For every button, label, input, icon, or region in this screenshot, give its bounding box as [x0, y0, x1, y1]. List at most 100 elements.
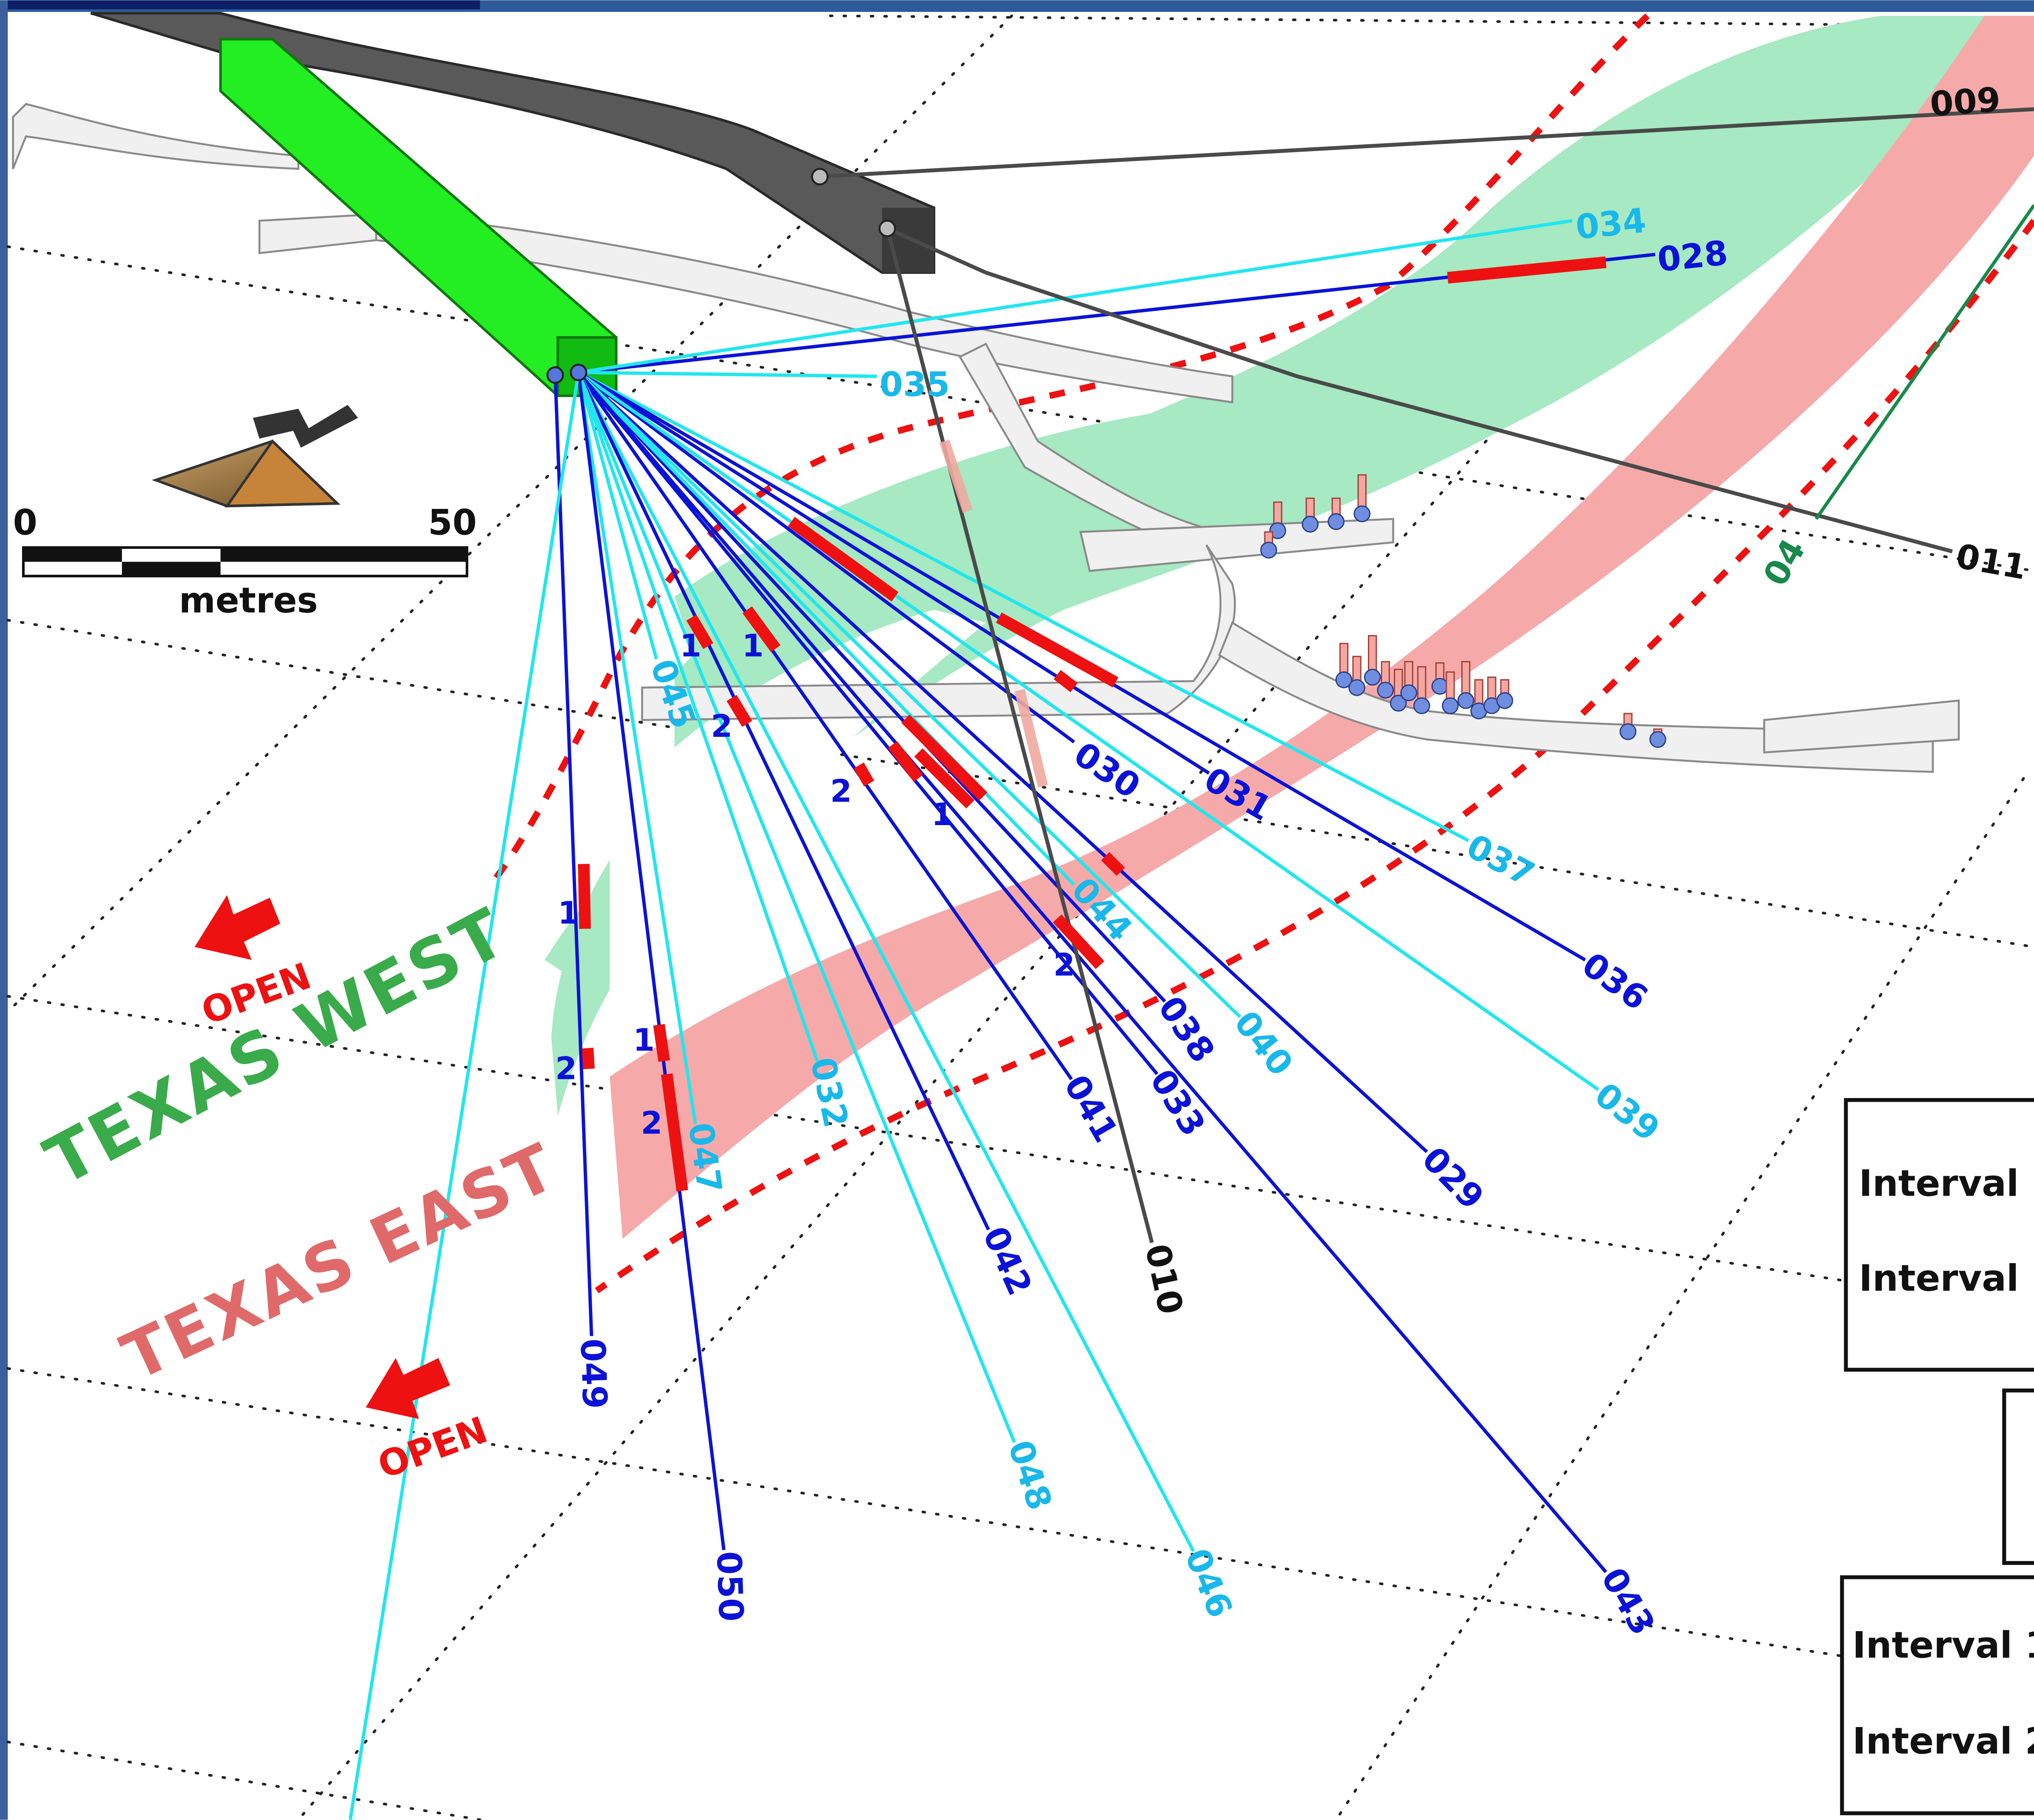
- north-letter-icon: [253, 404, 358, 448]
- intercept-bar: [742, 606, 781, 652]
- stope-pin-base: [1400, 684, 1418, 702]
- intercept-bar: [996, 612, 1119, 688]
- collar-marker: [878, 219, 896, 237]
- drill-hole-010: [885, 228, 1154, 1243]
- intercept-label: 1: [931, 797, 953, 833]
- intercept-bar: [726, 695, 752, 727]
- stope-pins: [1260, 474, 1666, 748]
- scale-bar: 0 50 metres: [13, 502, 477, 621]
- west-boundary-line: [490, 13, 1650, 884]
- stope-pin-base: [1364, 668, 1381, 686]
- stub-drift: [258, 213, 377, 254]
- intercept-bar: [578, 864, 591, 929]
- intercept-bar: [653, 1024, 670, 1062]
- intercept-label: 1: [558, 895, 580, 931]
- stope-pin-base: [1496, 692, 1514, 709]
- stope-pin: [1474, 679, 1483, 707]
- stope-pin-base: [1335, 671, 1353, 688]
- upper-crosscut: [1079, 518, 1394, 572]
- scale-start-label: 0: [13, 502, 37, 543]
- drill-hole-04: [1815, 204, 2034, 520]
- texas-east-label: TEXAS EAST: [111, 1129, 568, 1396]
- drill-hole-009: [819, 107, 2034, 179]
- collar-marker: [811, 168, 829, 185]
- intercept-bar: [1014, 689, 1048, 788]
- intercept-labels: 1 1 2 2 1 2 1 2 1 2: [555, 628, 1075, 1141]
- stope-pin: [1357, 474, 1367, 509]
- drill-hole-034: [578, 219, 1573, 374]
- drill-hole-038: [577, 371, 1166, 1003]
- west-drift: [12, 103, 300, 170]
- stope-pin: [1461, 661, 1471, 696]
- zone-boundaries: [490, 13, 2034, 1294]
- top-frame-tab: [8, 0, 480, 9]
- legend-row: Interval 2: [1852, 1721, 2034, 1763]
- intercept-bar: [661, 1073, 688, 1192]
- intercept-label: 2: [555, 1051, 577, 1087]
- intercept-bar: [582, 1048, 595, 1070]
- intercept-bar: [1101, 852, 1125, 876]
- intercept-label: 1: [742, 628, 764, 664]
- grid-lines: [6, 14, 2034, 1820]
- drill-hole-044: [577, 371, 1075, 886]
- intercept-bar: [686, 614, 714, 649]
- drill-hole-046: [577, 371, 1195, 1552]
- drill-hole-050: [577, 372, 726, 1550]
- stope-pin-base: [1442, 697, 1459, 714]
- main-drift: [375, 213, 1234, 404]
- collar-marker: [546, 366, 564, 384]
- scale-seg: [122, 562, 221, 576]
- stope-pin-base: [1431, 678, 1449, 695]
- intercept-bar: [1053, 914, 1105, 969]
- drill-hole-032: [577, 372, 819, 1062]
- grid-line: [6, 619, 2034, 949]
- stope-pin-base: [1457, 692, 1474, 709]
- stope-pin-base: [1269, 522, 1286, 539]
- hole-label-036: 036: [1575, 945, 1655, 1018]
- open-marker-lower: OPEN: [366, 1358, 493, 1487]
- grid-line: [297, 388, 1532, 1820]
- intercept-label: 2: [641, 1105, 662, 1141]
- legend-box-1: Interval 1 Interval 2: [1844, 1098, 2034, 1372]
- intercept-bar: [901, 714, 987, 801]
- stope-pin-base: [1377, 682, 1394, 699]
- intercept-bar: [1447, 256, 1607, 284]
- intercept-bar: [788, 517, 899, 602]
- stope-pin: [1446, 671, 1455, 702]
- collar-marker: [570, 363, 588, 382]
- drill-hole-011: [886, 227, 1953, 553]
- legend-frame: [1844, 1098, 2034, 1372]
- grid-line: [829, 14, 2034, 28]
- stope-pin-base: [1348, 679, 1365, 696]
- stope-pin-base: [1413, 697, 1430, 714]
- legend-box-2: [2002, 1388, 2034, 1565]
- stope-pin: [1339, 643, 1349, 675]
- legend-row: Interval 1: [1852, 1624, 2034, 1666]
- drill-hole-049: [553, 375, 594, 1336]
- hole-label-010: 010: [1137, 1241, 1190, 1318]
- arrow-icon: [194, 895, 280, 960]
- stope-pin: [1381, 661, 1390, 686]
- collars: [546, 168, 896, 384]
- east-boundary-line: [595, 219, 2034, 1294]
- hole-label-048: 048: [1001, 1435, 1060, 1514]
- intercept-label: 2: [830, 773, 852, 809]
- legend-frame: [1840, 1575, 2034, 1815]
- legend-row: Interval 2: [1859, 1258, 2034, 1300]
- texas-west-zone: [551, 16, 2034, 1116]
- stope-pin-base: [1390, 694, 1407, 712]
- intercept-bar: [939, 439, 973, 513]
- stope-pin-base: [1353, 505, 1371, 522]
- intercept-label: 1: [633, 1022, 655, 1059]
- stope-pin: [1404, 661, 1413, 688]
- texas-west-label: TEXAS WEST: [33, 893, 520, 1201]
- stope-pin: [1417, 666, 1426, 702]
- scale-end-label: 50: [428, 502, 477, 543]
- hole-label-038: 038: [1151, 989, 1223, 1069]
- green-development: [219, 38, 618, 397]
- scale-seg: [220, 547, 467, 562]
- drill-hole-030: [577, 371, 1075, 744]
- drill-hole-031: [577, 371, 1210, 775]
- drill-hole-045: [577, 372, 658, 660]
